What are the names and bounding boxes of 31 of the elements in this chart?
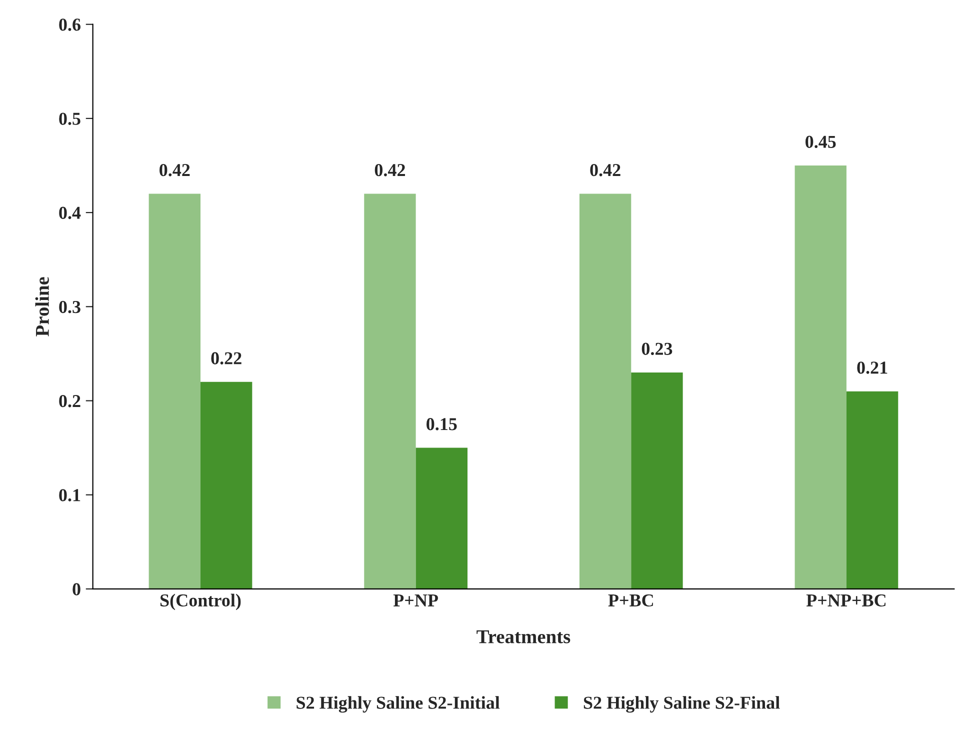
- bar: [148, 194, 200, 589]
- bar: [416, 448, 468, 589]
- y-tick-label: 0: [72, 583, 80, 596]
- data-label: 0.15: [426, 418, 457, 430]
- y-tick-label: 0.1: [59, 489, 80, 502]
- legend-label: S2 Highly Saline S2-Final: [584, 696, 780, 713]
- data-label: 0.42: [590, 164, 620, 176]
- data-label: 0.23: [642, 342, 672, 356]
- data-label: 0.42: [374, 164, 405, 176]
- y-tick-label: 0.2: [59, 394, 80, 408]
- x-tick-label: P+NP+BC: [806, 594, 886, 606]
- bar: [579, 194, 632, 589]
- bar: [794, 165, 846, 589]
- x-tick-label: S(Control): [160, 594, 241, 610]
- bar: [200, 382, 252, 589]
- bar: [364, 194, 416, 589]
- x-tick-label: P+NP: [393, 594, 438, 606]
- x-axis-title: Treatments: [476, 630, 570, 644]
- data-label: 0.22: [211, 352, 242, 364]
- data-label: 0.21: [857, 362, 888, 374]
- y-tick-label: 0.5: [59, 112, 80, 125]
- x-tick-label: P+BC: [608, 594, 653, 606]
- bar: [631, 372, 683, 589]
- bar: [846, 391, 898, 589]
- y-tick-label: 0.4: [59, 206, 81, 220]
- y-axis-title: Proline: [35, 277, 49, 336]
- y-tick-label: 0.3: [59, 300, 80, 314]
- data-label: 0.45: [806, 136, 836, 148]
- data-label: 0.42: [160, 164, 190, 176]
- legend-label: S2 Highly Saline S2-Initial: [296, 696, 500, 713]
- y-tick-label: 0.6: [59, 18, 80, 31]
